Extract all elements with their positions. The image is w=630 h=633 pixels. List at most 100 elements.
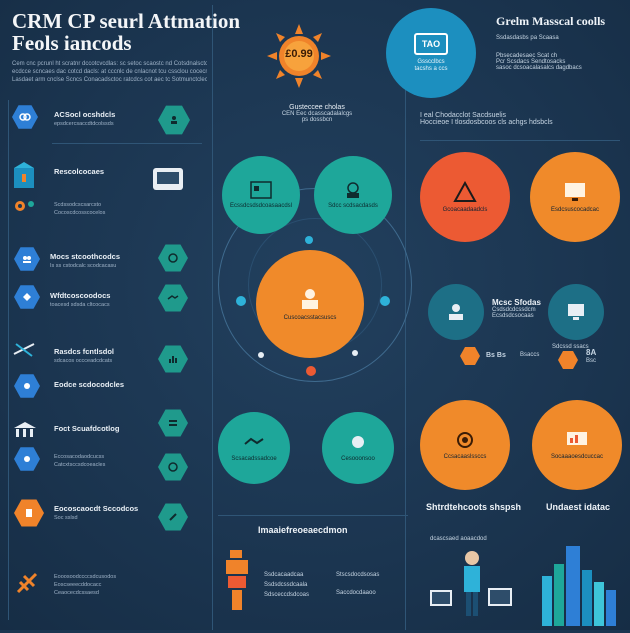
- circle-label: tacshs a ccs: [414, 66, 448, 72]
- sidebar-item: Eooosoodccccsdcusodos Eoscseeecddocacc C…: [54, 574, 117, 596]
- arrows-icon: [12, 340, 38, 365]
- blue-feature-circle[interactable]: TAO Gsscclbcs tacshs a ccs: [386, 8, 476, 98]
- laptop-icon: [153, 168, 183, 190]
- person-desk-icon: [449, 304, 463, 320]
- badge-icon: [558, 351, 578, 369]
- orbit-node: [305, 236, 313, 244]
- handshake-icon: [244, 437, 264, 445]
- right-mid-text: Mcsc Sfodas Csdsdcdcssdcm Ecsdsdcsocaas: [492, 298, 541, 319]
- feature-circle-reports[interactable]: Esdcsuscocadcac: [530, 152, 620, 242]
- orbit-node: [306, 366, 316, 376]
- bottom-left-list: Ssdcacaadcaa Ssdsdcssdcaala Sdsceccdsdco…: [264, 572, 310, 598]
- server-icon: [14, 499, 44, 527]
- operator-illustration: [222, 548, 262, 623]
- central-crm-circle[interactable]: Cuscoacsstacsuscs: [256, 250, 364, 358]
- feature-circle-integration[interactable]: Scsacadssadcoe: [218, 412, 290, 484]
- network-icon: [158, 244, 188, 272]
- sidebar-item: Foct Scuafdcotlog: [54, 424, 120, 433]
- circle-label: Ecssdcsdsdcoasaacdsl: [229, 202, 293, 209]
- at-sign-icon: [457, 431, 473, 448]
- devices-label: Sdcssd ssacs: [552, 344, 589, 350]
- feature-circle-feedback[interactable]: Cesooonsoo: [322, 412, 394, 484]
- row-label: Bsc: [586, 358, 597, 364]
- dashboard-icon: [567, 431, 587, 445]
- gear-icon: [12, 196, 38, 221]
- feature-circle-alerts[interactable]: Gcoacaadaadcls: [420, 152, 510, 242]
- intro-line: Cem cnc pcrunl ht scratnr dccotcvcdlas: …: [12, 61, 207, 67]
- warning-icon: [453, 180, 477, 202]
- monitor-icon: TAO: [414, 33, 448, 55]
- stack-icon: [158, 409, 188, 437]
- globe-icon: [158, 453, 188, 481]
- divider: [212, 5, 213, 630]
- circle-label: Gcoacaadaadcls: [442, 206, 488, 213]
- building-icon: [12, 420, 38, 445]
- tool-icon: [14, 447, 40, 471]
- plane-icon: [14, 570, 40, 601]
- link-icon: [158, 503, 188, 531]
- intro-text: Cem cnc pcrunl ht scratnr dccotcvcdlas: …: [12, 60, 207, 84]
- bottom-mid-title: Shtrdtehcoots shspsh: [426, 502, 522, 512]
- intro-line: Lasdaet arm cnclse Scncs Conacadsctoc ra…: [12, 77, 207, 83]
- center-heading: Gusteccee cholas CEN Eec dcasscadalalcgs…: [281, 104, 353, 123]
- badge-icon: [460, 347, 480, 365]
- orbit-node: [352, 350, 358, 356]
- feature-circle-analytics[interactable]: [428, 284, 484, 340]
- orbit-node: [258, 352, 264, 358]
- divider: [8, 100, 9, 620]
- sidebar-item: Wfdtcoscoodocs toacesd sdsda cltcocacs: [50, 291, 111, 308]
- divider: [405, 80, 406, 630]
- circle-label: Ccsacaaslssccs: [443, 453, 487, 460]
- bottom-mid-list: Stscsdocdsosas Saccdocdaaoo: [336, 572, 380, 596]
- bottom-right-title: Undaest idatac: [546, 502, 611, 512]
- people-icon: [14, 247, 40, 271]
- sidebar-item: Eodce scdocodcles: [54, 380, 125, 389]
- sidebar-item: Rasdcs fcntlsdol sdcacos occceadcdcats: [54, 347, 115, 364]
- hexagon-icon: [12, 105, 38, 129]
- sidebar-item: Scdssodcscsarcsto Cocoscdcosscocelos: [54, 202, 106, 216]
- handshake-icon: [158, 284, 188, 312]
- orbit-node: [380, 296, 390, 306]
- box-icon: [12, 160, 36, 190]
- divider: [52, 143, 202, 144]
- divider: [218, 515, 408, 516]
- feature-circle-devices[interactable]: [548, 284, 604, 340]
- bottom-left-title: Imaaiefreoeaecdmon: [258, 525, 348, 535]
- feature-circle-contacts[interactable]: Ecssdcsdsdcoasaacdsl: [222, 156, 300, 234]
- feature-circle-email[interactable]: Ccsacaaslssccs: [420, 400, 510, 490]
- row-label: Bsaccs: [520, 352, 540, 358]
- top-right-panel: Grelm Masscal coolls Ssdasdasbs pa Scaas…: [496, 14, 606, 71]
- circle-label: Sdcc scdsacdasds: [328, 202, 378, 209]
- monitor-icon: [565, 182, 585, 201]
- sidebar-item: ACSocl ocshdcls epsdcercsaccdtdcolssds: [54, 110, 116, 127]
- circle-label: Cuscoacsstacsuscs: [283, 314, 337, 321]
- circle-label: Scsacadssadcoe: [231, 455, 277, 462]
- sidebar-item: Eccosacodaodcucss Catcxtsccsdcoeacles: [54, 454, 106, 468]
- page-title: CRM CP seurl Attmation Feols iancods: [12, 9, 241, 55]
- analyst-illustration: [428, 548, 518, 633]
- intro-line: ecdcce scncaes dac cotcd dacls: at cccnl…: [12, 69, 207, 75]
- support-agent-icon: [347, 181, 359, 198]
- price-sun-badge: £0.99: [265, 22, 333, 90]
- circle-label: Gsscclbcs: [417, 59, 445, 65]
- circle-label: Cesooonsoo: [341, 455, 375, 462]
- row-label: 8A: [586, 348, 597, 357]
- sidebar-item: Eocoscaocdt Sccodcos Soc sslsd: [54, 504, 139, 521]
- feature-circle-support[interactable]: Sdcc scdsacdasds: [314, 156, 392, 234]
- bottom-mid-subtitle: dcascsaed aoaacdod: [430, 536, 487, 542]
- circle-label: Esdcsuscocadcac: [550, 206, 600, 213]
- support-icon: [14, 374, 40, 398]
- chart-icon: [158, 345, 188, 373]
- workflow-icon: [14, 285, 40, 309]
- circle-label: Socaaaoesdcuccac: [550, 453, 604, 460]
- feature-circle-dashboard[interactable]: Socaaaoesdcuccac: [532, 400, 622, 490]
- price-label: £0.99: [285, 48, 313, 60]
- users-icon: [302, 288, 318, 309]
- divider: [420, 140, 620, 141]
- orbit-node: [236, 296, 246, 306]
- right-description: I eal Chodacclot Sacdsuelis Hoccieoe I t…: [420, 112, 553, 126]
- chat-icon: [352, 435, 364, 448]
- meeting-icon: [158, 105, 190, 135]
- row-label: Bs Bs: [486, 352, 506, 359]
